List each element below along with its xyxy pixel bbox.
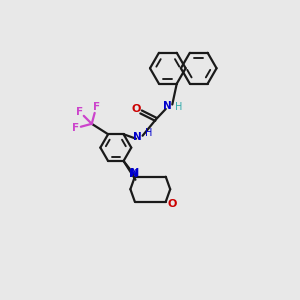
Text: O: O — [131, 104, 140, 114]
Text: H: H — [175, 102, 182, 112]
Text: N: N — [130, 168, 140, 178]
Text: N: N — [129, 169, 139, 179]
Text: F: F — [93, 102, 100, 112]
Text: F: F — [71, 123, 79, 133]
Text: H: H — [146, 128, 153, 138]
Text: N: N — [133, 132, 142, 142]
Text: F: F — [76, 106, 83, 117]
Text: N: N — [163, 101, 171, 111]
Text: O: O — [167, 199, 176, 209]
